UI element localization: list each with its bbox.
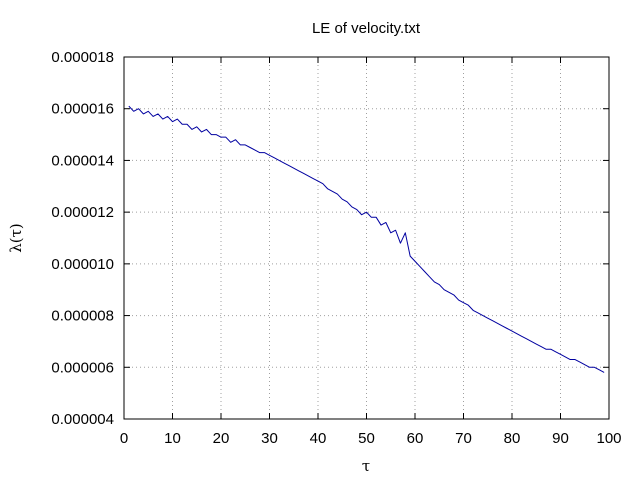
series-line [128,105,605,373]
x-tick-label: 80 [504,430,521,447]
x-tick-label: 10 [164,430,181,447]
x-tick-label: 20 [213,430,230,447]
x-tick-label: 40 [310,430,327,447]
x-axis-label: τ [362,457,370,475]
y-axis-label: λ(τ) [7,223,25,253]
x-tick-label: 100 [596,430,621,447]
grid [124,57,609,419]
y-tick-label: 0.000014 [51,152,114,169]
chart-title: LE of velocity.txt [312,20,421,37]
y-tick-label: 0.000006 [51,359,114,376]
y-tick-label: 0.000010 [51,256,114,273]
x-tick-label: 60 [407,430,424,447]
x-tick-label: 50 [358,430,375,447]
x-tick-label: 0 [120,430,128,447]
series [128,105,605,373]
axis-ticks: 0 10 20 30 40 50 60 70 80 90 100 0.000004 0.000006 0.… [51,49,621,447]
x-tick-label: 30 [261,430,278,447]
x-tick-label: 90 [552,430,569,447]
y-tick-label: 0.000008 [51,308,114,325]
y-tick-label: 0.000018 [51,49,114,66]
x-tick-label: 70 [455,430,472,447]
y-tick-label: 0.000004 [51,411,114,428]
y-tick-label: 0.000012 [51,204,114,221]
y-tick-label: 0.000016 [51,101,114,118]
